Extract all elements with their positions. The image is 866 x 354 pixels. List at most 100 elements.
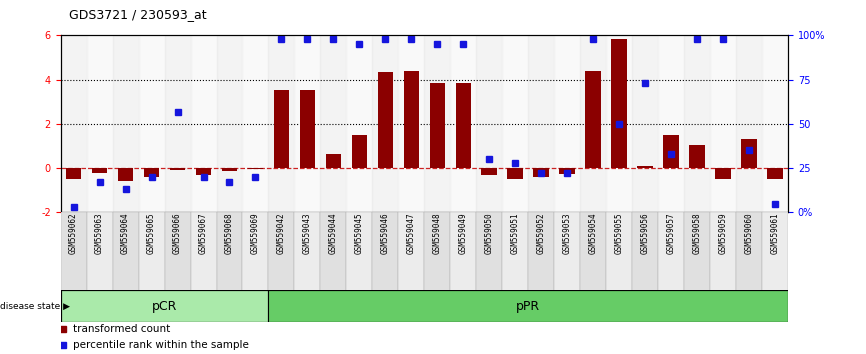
Text: transformed count: transformed count [73,324,170,334]
Text: GSM559065: GSM559065 [147,212,156,254]
Text: GSM559069: GSM559069 [251,212,260,254]
Bar [268,212,294,292]
Bar [580,212,606,292]
Bar [196,168,211,175]
Bar [352,135,367,168]
Bar [611,39,627,168]
Bar [346,212,372,292]
Bar [113,35,139,212]
Bar [61,35,87,212]
Text: GSM559051: GSM559051 [511,212,520,254]
Text: disease state ▶: disease state ▶ [0,302,70,311]
Bar [216,35,242,212]
Bar [242,35,268,212]
Bar [736,212,762,292]
Bar [372,212,398,292]
Bar [637,166,653,168]
Bar [684,35,710,212]
Bar [663,135,679,168]
Bar [554,212,580,292]
Bar [450,35,476,212]
Bar [533,168,549,177]
Bar [398,212,424,292]
Text: GSM559064: GSM559064 [121,212,130,254]
Bar [658,35,684,212]
Bar [165,35,191,212]
Bar [481,168,497,175]
Bar [632,35,658,212]
Bar [87,212,113,292]
Bar [715,168,731,179]
Bar [222,168,237,171]
Bar [502,35,528,212]
Text: GSM559060: GSM559060 [745,212,753,254]
Bar [528,212,554,292]
Bar [372,35,398,212]
Bar [378,72,393,168]
Bar [320,212,346,292]
Bar [684,212,710,292]
Bar [554,35,580,212]
Bar [710,35,736,212]
Bar [165,212,191,292]
Text: GSM559045: GSM559045 [355,212,364,254]
Text: GSM559058: GSM559058 [693,212,701,254]
Bar [658,212,684,292]
Bar [294,212,320,292]
Bar [507,168,523,179]
Bar [710,212,736,292]
Text: GSM559054: GSM559054 [589,212,598,254]
Bar [767,168,783,179]
Bar [216,212,242,292]
Bar [320,35,346,212]
Text: GSM559052: GSM559052 [537,212,546,254]
Bar [502,212,528,292]
Text: GSM559056: GSM559056 [641,212,650,254]
Text: GSM559053: GSM559053 [563,212,572,254]
Text: GSM559057: GSM559057 [667,212,675,254]
Text: GDS3721 / 230593_at: GDS3721 / 230593_at [69,8,207,21]
Bar [268,290,788,322]
Text: GSM559068: GSM559068 [225,212,234,254]
Bar [346,35,372,212]
Text: GSM559050: GSM559050 [485,212,494,254]
Bar [762,35,788,212]
Bar [274,90,289,168]
Bar [268,35,294,212]
Bar [144,168,159,177]
Bar [736,35,762,212]
Bar [585,71,601,168]
Text: GSM559067: GSM559067 [199,212,208,254]
Bar [456,83,471,168]
Bar [191,35,216,212]
Bar [632,212,658,292]
Text: GSM559046: GSM559046 [381,212,390,254]
Bar [61,290,268,322]
Text: percentile rank within the sample: percentile rank within the sample [73,340,249,350]
Bar [61,212,87,292]
Text: GSM559044: GSM559044 [329,212,338,254]
Bar [300,90,315,168]
Bar [606,212,632,292]
Bar [762,212,788,292]
Bar [139,35,165,212]
Text: GSM559049: GSM559049 [459,212,468,254]
Bar [450,212,476,292]
Bar [242,212,268,292]
Bar [66,168,81,179]
Text: GSM559047: GSM559047 [407,212,416,254]
Text: GSM559048: GSM559048 [433,212,442,254]
Text: GSM559043: GSM559043 [303,212,312,254]
Bar [689,145,705,168]
Bar [476,35,502,212]
Bar [398,35,424,212]
Text: GSM559059: GSM559059 [719,212,727,254]
Bar [424,35,450,212]
Text: pCR: pCR [152,300,178,313]
Bar [92,168,107,173]
Text: pPR: pPR [516,300,540,313]
Bar [430,83,445,168]
Bar [559,168,575,174]
Text: GSM559066: GSM559066 [173,212,182,254]
Bar [404,71,419,168]
